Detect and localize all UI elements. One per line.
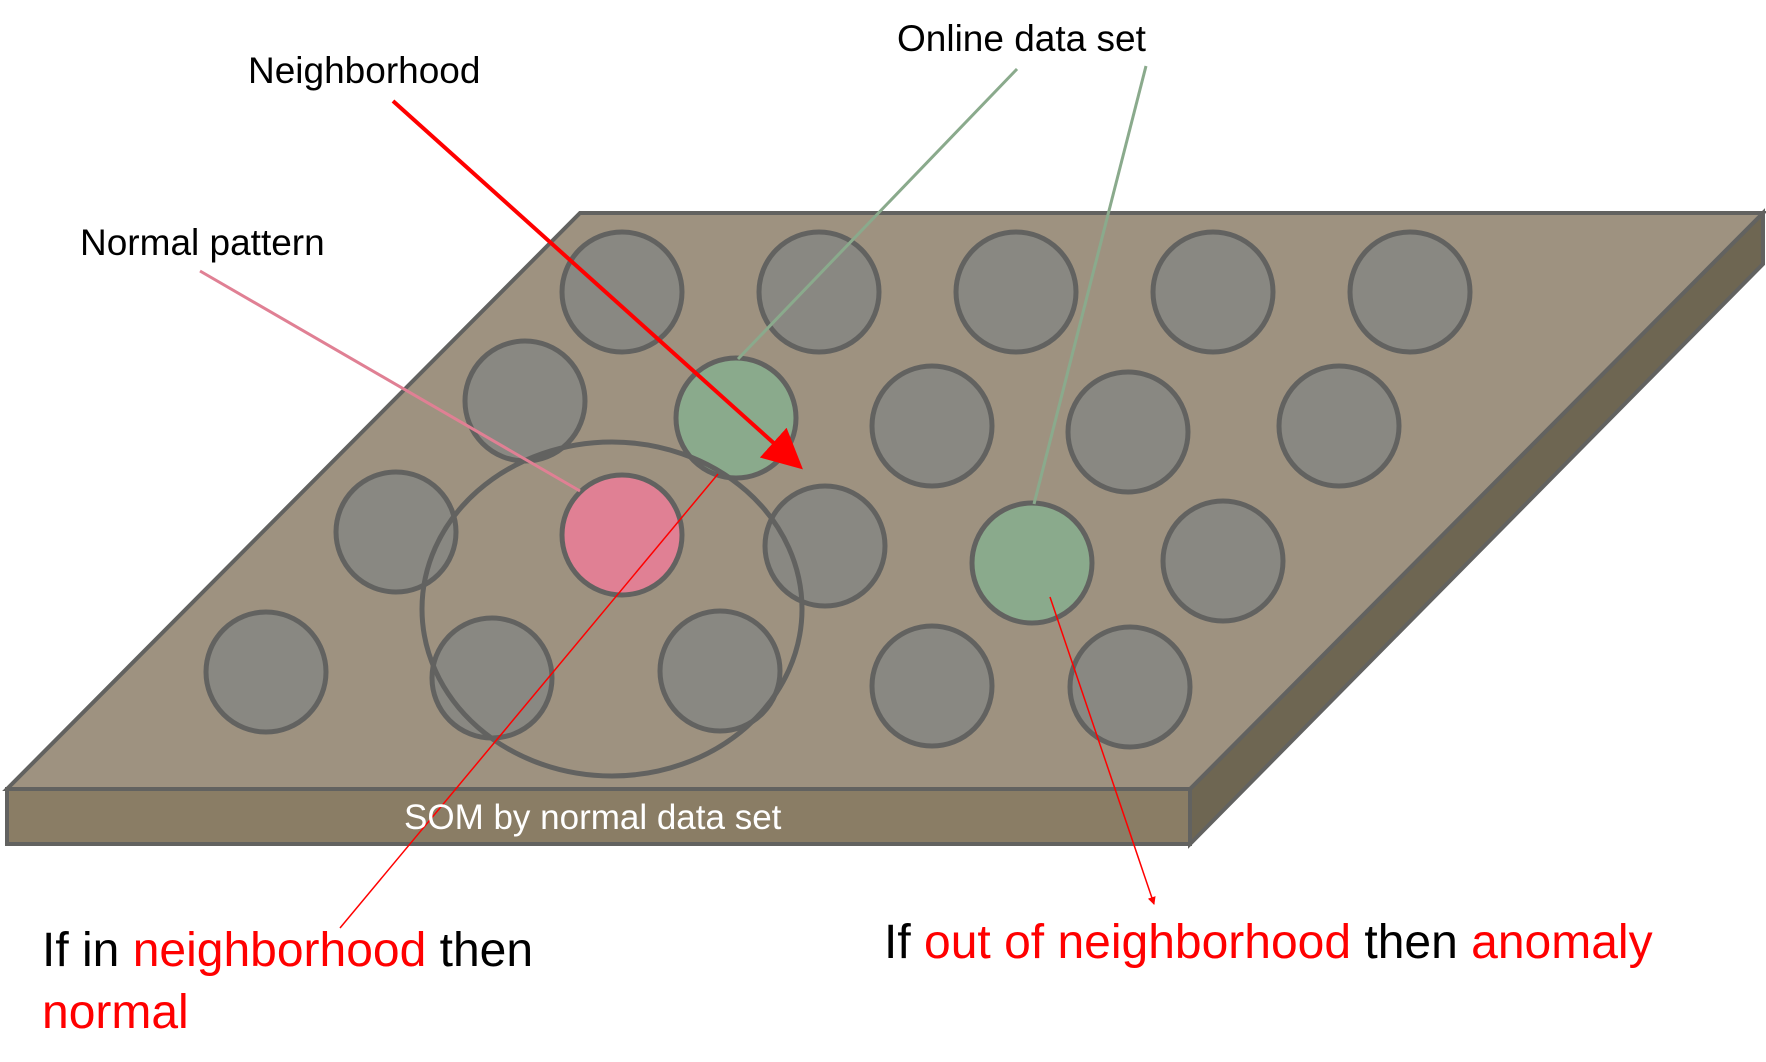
som-node [869,363,995,489]
neighborhood-ellipse [419,439,805,779]
som-node [869,623,995,749]
in-neighborhood-pointer [339,473,719,929]
out-of-neighborhood-arrow [1049,596,1156,905]
online-data-pointer-1 [736,67,1019,361]
online-data-set-label: Online data set [897,18,1146,59]
som-node [1347,229,1473,355]
som-node [1160,498,1286,624]
rule-left-if: If in [42,924,133,977]
som-node [462,338,588,464]
som-node [1065,369,1191,495]
som-node [429,615,555,741]
normal-pattern-label: Normal pattern [80,222,325,263]
plate-caption: SOM by normal data set [404,798,782,837]
rule-right-anomaly: anomaly [1471,916,1653,969]
som-node [559,229,685,355]
normal-pattern-pointer [199,269,581,493]
som-node [333,469,459,595]
neighborhood-arrow [391,99,803,470]
rule-right-out-of-neighborhood: out of neighborhood [924,916,1352,969]
rule-right-if: If [884,916,925,969]
som-node [953,229,1079,355]
som-node [762,483,888,609]
online-data-node [969,500,1095,626]
rule-left-normal: normal [42,986,189,1040]
som-node [1276,363,1402,489]
rule-right-then: then [1351,916,1472,969]
plate-front [5,787,1192,846]
som-nodes [203,229,1473,750]
normal-pattern-node [559,472,685,598]
som-node [657,608,783,734]
rule-in-neighborhood: If in neighborhood then normal [42,920,533,1045]
som-node [203,609,329,735]
neighborhood-label: Neighborhood [248,50,481,91]
rule-left-neighborhood: neighborhood [132,924,427,977]
som-node [1067,624,1193,750]
rule-left-then: then [426,924,534,977]
som-node [1150,229,1276,355]
som-node [756,229,882,355]
rule-out-of-neighborhood: If out of neighborhood then anomaly [884,919,1653,967]
online-data-pointer-2 [1032,65,1148,505]
